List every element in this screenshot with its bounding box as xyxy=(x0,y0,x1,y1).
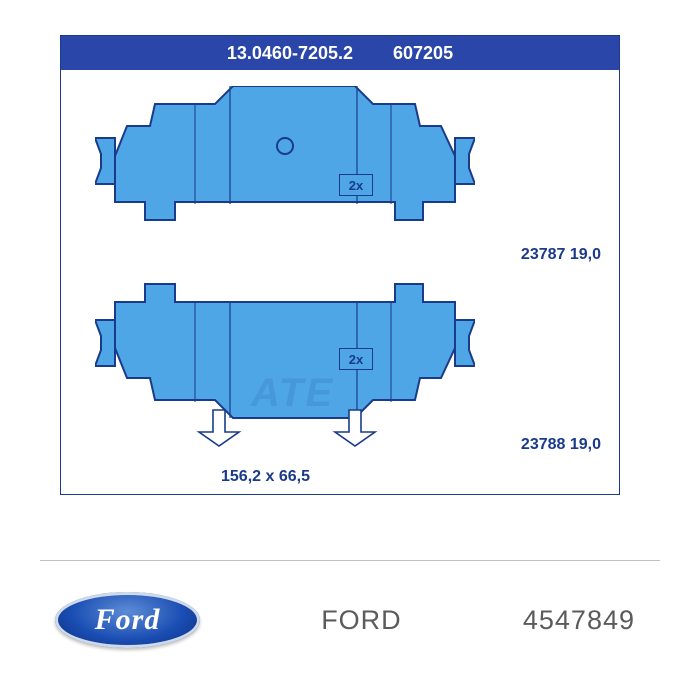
part-ref-left: 13.0460-7205.2 xyxy=(227,43,353,64)
dimension-label: 156,2 x 66,5 xyxy=(221,468,310,486)
pad-bot-body xyxy=(115,284,455,418)
ford-logo: Ford xyxy=(55,592,200,648)
pad-drawings xyxy=(75,86,515,476)
part-ref-right: 607205 xyxy=(393,43,453,64)
pad-bot-ear-left xyxy=(95,320,115,366)
pad-top-ear-right xyxy=(455,138,475,184)
label-bottom-pad: 23788 19,0 xyxy=(521,436,601,454)
brake-pad-diagram: 13.0460-7205.2 607205 xyxy=(60,35,620,495)
pad-bottom xyxy=(95,282,475,462)
qty-badge-top: 2x xyxy=(339,174,373,196)
diagram-header: 13.0460-7205.2 607205 xyxy=(61,36,619,70)
brand-row: Ford FORD 4547849 xyxy=(0,585,700,655)
ford-logo-text: Ford xyxy=(95,603,161,637)
part-number: 4547849 xyxy=(523,605,635,636)
pad-bot-ear-right xyxy=(455,320,475,366)
pad-top-ear-left xyxy=(95,138,115,184)
brand-name: FORD xyxy=(321,605,402,636)
pad-top xyxy=(95,86,475,266)
label-top-pad: 23787 19,0 xyxy=(521,246,601,264)
qty-badge-bottom: 2x xyxy=(339,348,373,370)
divider-line xyxy=(40,560,660,561)
